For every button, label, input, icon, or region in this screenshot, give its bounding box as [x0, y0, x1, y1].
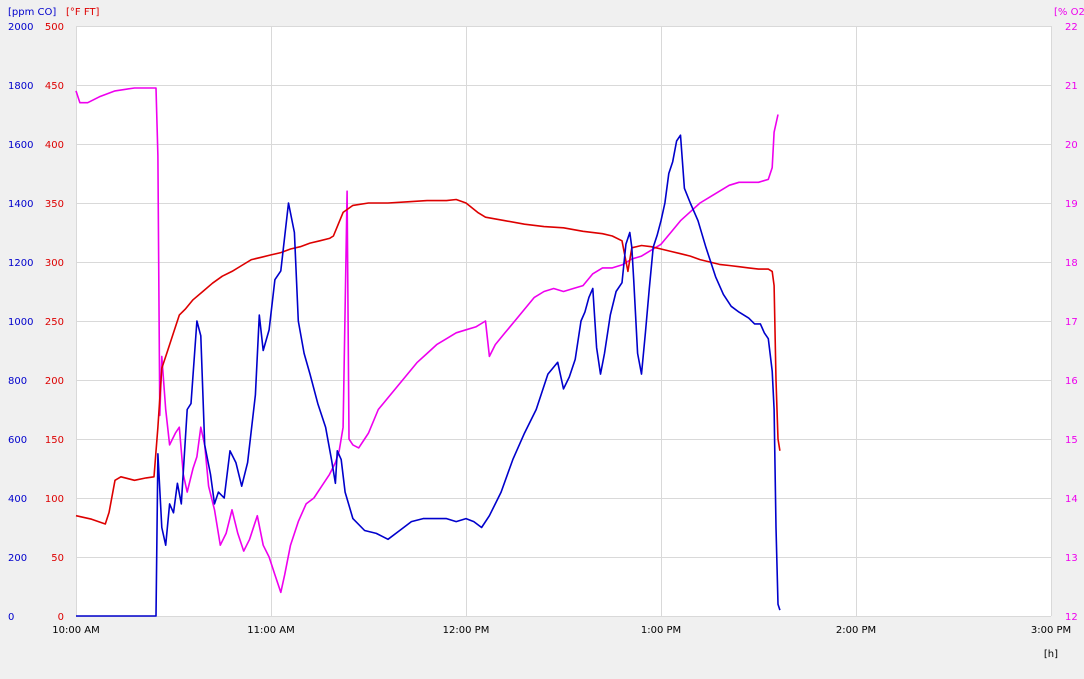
temp-tick-label: 350 — [45, 199, 64, 210]
temp-tick-label: 400 — [45, 140, 64, 151]
temp-tick-label: 450 — [45, 81, 64, 92]
o2-axis-ticks: 12 13 14 15 16 17 18 19 20 21 22 — [1065, 22, 1078, 623]
series-line-co — [76, 134, 781, 617]
o2-tick-label: 14 — [1065, 494, 1078, 505]
temp-tick-label: 0 — [58, 612, 64, 623]
o2-tick-label: 22 — [1065, 22, 1078, 33]
co-tick-label: 1600 — [8, 140, 33, 151]
o2-tick-label: 12 — [1065, 612, 1078, 623]
temp-tick-label: 300 — [45, 258, 64, 269]
co-tick-label: 200 — [8, 553, 27, 564]
temp-tick-label: 500 — [45, 22, 64, 33]
x-tick-label: 1:00 PM — [641, 625, 681, 636]
co-tick-label: 0 — [8, 612, 14, 623]
temp-axis-unit-label: [°F FT] — [66, 7, 100, 18]
temp-tick-label: 100 — [45, 494, 64, 505]
co-tick-label: 600 — [8, 435, 27, 446]
o2-tick-label: 18 — [1065, 258, 1078, 269]
series-layer — [75, 87, 781, 617]
x-tick-label: 12:00 PM — [443, 625, 490, 636]
co-tick-label: 1200 — [8, 258, 33, 269]
x-axis-unit-label: [h] — [1044, 649, 1058, 660]
x-tick-label: 2:00 PM — [836, 625, 876, 636]
co-tick-label: 1800 — [8, 81, 33, 92]
co-axis-unit-label: [ppm CO] — [8, 7, 56, 18]
co-tick-label: 400 — [8, 494, 27, 505]
o2-axis-unit-label: [% O2] — [1054, 7, 1084, 18]
axis-labels: [ppm CO] [°F FT] [% O2] [h] — [8, 7, 1084, 660]
o2-tick-label: 16 — [1065, 376, 1078, 387]
temp-tick-label: 50 — [51, 553, 64, 564]
temp-axis-ticks: 0 50 100 150 200 250 300 350 400 450 500 — [45, 22, 64, 623]
x-tick-label: 10:00 AM — [52, 625, 99, 636]
o2-tick-label: 21 — [1065, 81, 1078, 92]
co-tick-label: 1000 — [8, 317, 33, 328]
x-axis-ticks: 10:00 AM 11:00 AM 12:00 PM 1:00 PM 2:00 PM 3:… — [52, 625, 1071, 636]
o2-tick-label: 15 — [1065, 435, 1078, 446]
temp-tick-label: 150 — [45, 435, 64, 446]
o2-tick-label: 19 — [1065, 199, 1078, 210]
temp-tick-label: 250 — [45, 317, 64, 328]
o2-tick-label: 20 — [1065, 140, 1078, 151]
x-tick-label: 11:00 AM — [247, 625, 294, 636]
series-line-o2 — [75, 87, 779, 594]
co-axis-ticks: 0 200 400 600 800 1000 1200 1400 1600 1800 2000 — [8, 22, 33, 623]
o2-tick-label: 13 — [1065, 553, 1078, 564]
co-tick-label: 1400 — [8, 199, 33, 210]
co-tick-label: 800 — [8, 376, 27, 387]
o2-tick-label: 17 — [1065, 317, 1078, 328]
x-tick-label: 3:00 PM — [1031, 625, 1071, 636]
series-line-temp — [75, 198, 781, 525]
y-gridlines — [76, 26, 1051, 617]
co-tick-label: 2000 — [8, 22, 33, 33]
temp-tick-label: 200 — [45, 376, 64, 387]
